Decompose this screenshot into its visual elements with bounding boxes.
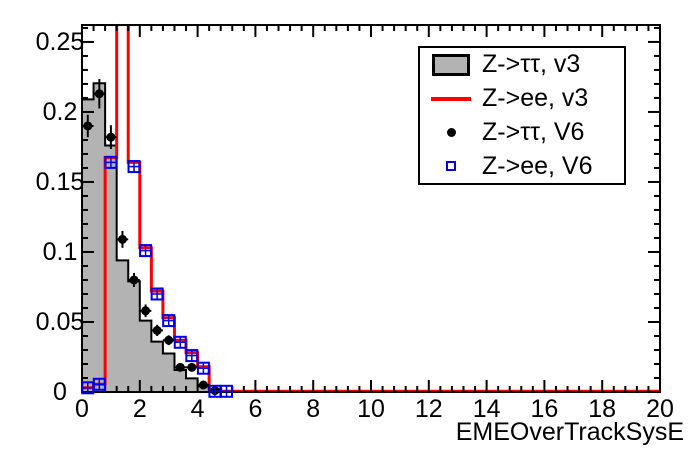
data-point-blue-square	[196, 361, 210, 375]
data-point-black	[164, 335, 174, 345]
data-point-black	[198, 380, 208, 390]
data-point-blue-square	[104, 155, 118, 169]
legend-label: Z->ττ, v3	[482, 50, 581, 79]
x-tick-label: 8	[306, 395, 320, 423]
legend-item-zee-v6: Z->ee, V6	[420, 149, 624, 183]
data-point-blue-square	[173, 335, 187, 349]
y-tick-label: 0.2	[43, 98, 78, 126]
black-circle-icon	[446, 127, 456, 137]
gray-filled-box-icon	[432, 53, 470, 76]
x-tick-label: 16	[530, 395, 558, 423]
blue-square-icon	[446, 161, 456, 172]
y-tick-label: 0.25	[36, 28, 85, 56]
data-point-black	[152, 325, 162, 335]
red-line-icon	[431, 96, 471, 101]
data-point-blue-square	[139, 244, 153, 258]
data-point-black	[94, 89, 104, 99]
x-tick-label: 10	[357, 395, 385, 423]
data-point-blue-square	[220, 384, 233, 398]
legend-label: Z->ee, v3	[482, 84, 589, 113]
data-point-blue-square	[92, 377, 106, 391]
y-tick-label: 0.15	[36, 168, 85, 196]
y-tick-label: 0	[53, 378, 67, 406]
x-tick-label: 20	[646, 395, 674, 423]
data-point-black	[187, 362, 197, 372]
legend-item-zee-v3: Z->ee, v3	[420, 82, 624, 116]
legend-label: Z->ττ, V6	[482, 117, 585, 146]
blue-points-zee-v6	[81, 155, 233, 398]
gray-histogram-ztautau-v3	[81, 82, 222, 393]
legend-item-ztautau-v6: Z->ττ, V6	[420, 116, 624, 150]
legend-label: Z->ee, V6	[482, 151, 593, 180]
x-tick-label: 18	[588, 395, 616, 423]
data-point-blue-square	[185, 349, 199, 363]
x-tick-label: 4	[191, 395, 205, 423]
data-point-black	[106, 132, 116, 142]
data-point-black	[175, 362, 185, 372]
y-tick-label: 0.1	[43, 238, 78, 266]
x-tick-label: 2	[133, 395, 147, 423]
legend: Z->ττ, v3 Z->ee, v3 Z->ττ, V6 Z->ee, V6	[418, 46, 626, 185]
x-tick-label: 6	[248, 395, 262, 423]
x-tick-label: 14	[473, 395, 501, 423]
axes-frame: 0 2 4 6 8 10 12 14 16 18 20 0 0.05 0.1 0.15 0.2 0.25	[36, 24, 674, 423]
data-point-blue-square	[150, 287, 164, 301]
x-tick-label: 0	[75, 395, 89, 423]
y-tick-label: 0.05	[36, 308, 85, 336]
data-point-black	[83, 121, 93, 131]
legend-item-ztautau-v3: Z->ττ, v3	[420, 48, 624, 82]
x-axis-title: EMEOverTrackSysE	[455, 418, 684, 446]
data-point-black	[117, 234, 127, 244]
data-point-blue-square	[127, 160, 141, 174]
data-point-blue-square	[162, 314, 176, 328]
data-point-black	[141, 306, 151, 316]
data-point-black	[129, 275, 139, 285]
x-tick-label: 12	[415, 395, 443, 423]
